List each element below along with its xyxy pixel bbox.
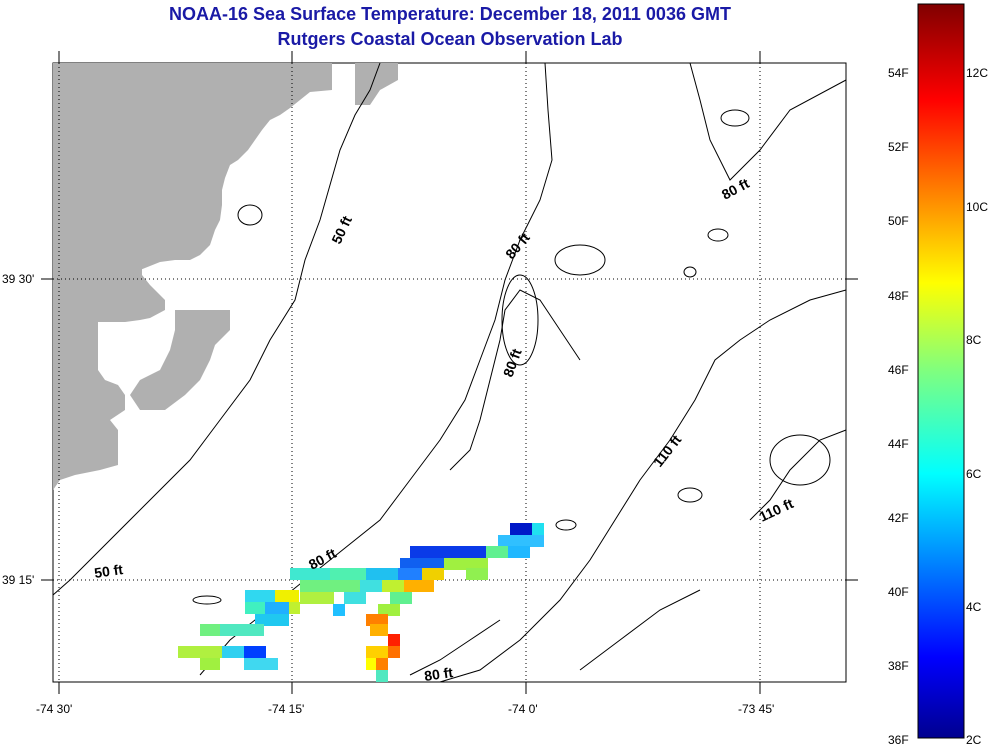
- x-tick-label: -74 30': [36, 702, 72, 716]
- colorbar: [917, 3, 965, 739]
- colorbar-c-label: 4C: [966, 600, 982, 614]
- colorbar-c-label: 10C: [966, 200, 988, 214]
- x-tick-label: -74 15': [268, 702, 304, 716]
- sst-pixels: [178, 523, 544, 682]
- colorbar-c-label: 2C: [966, 733, 982, 747]
- y-tick-label: 39 30': [2, 272, 34, 286]
- x-tick-label: -73 45': [738, 702, 774, 716]
- x-tick-label: -74 0': [508, 702, 538, 716]
- colorbar-f-labels: 54F 52F 50F 48F 46F 44F 42F 40F 38F 36F: [888, 66, 909, 747]
- land-island: [130, 310, 230, 410]
- y-tick-label: 39 15': [2, 573, 34, 587]
- colorbar-f-label: 54F: [888, 66, 909, 80]
- colorbar-f-label: 46F: [888, 363, 909, 377]
- contour-islands: [192, 109, 831, 605]
- map-subtitle: Rutgers Coastal Ocean Observation Lab: [277, 29, 623, 49]
- land-mass: [53, 63, 332, 490]
- colorbar-f-label: 52F: [888, 140, 909, 154]
- colorbar-f-label: 38F: [888, 659, 909, 673]
- colorbar-f-label: 44F: [888, 437, 909, 451]
- colorbar-c-label: 12C: [966, 66, 988, 80]
- grid-lines: [53, 63, 846, 682]
- colorbar-c-labels: 12C 10C 8C 6C 4C 2C: [966, 66, 988, 747]
- land-strip: [355, 63, 398, 105]
- colorbar-f-label: 50F: [888, 214, 909, 228]
- colorbar-f-label: 40F: [888, 585, 909, 599]
- colorbar-c-label: 8C: [966, 333, 982, 347]
- colorbar-f-label: 42F: [888, 511, 909, 525]
- contour-label: 80 ft: [423, 664, 454, 684]
- map-title: NOAA-16 Sea Surface Temperature: Decembe…: [169, 4, 731, 24]
- colorbar-f-label: 36F: [888, 733, 909, 747]
- colorbar-f-label: 48F: [888, 289, 909, 303]
- contour-label: 50 ft: [93, 561, 124, 581]
- colorbar-c-label: 6C: [966, 467, 982, 481]
- axis-ticks: [41, 51, 858, 694]
- depth-contours: [52, 62, 847, 683]
